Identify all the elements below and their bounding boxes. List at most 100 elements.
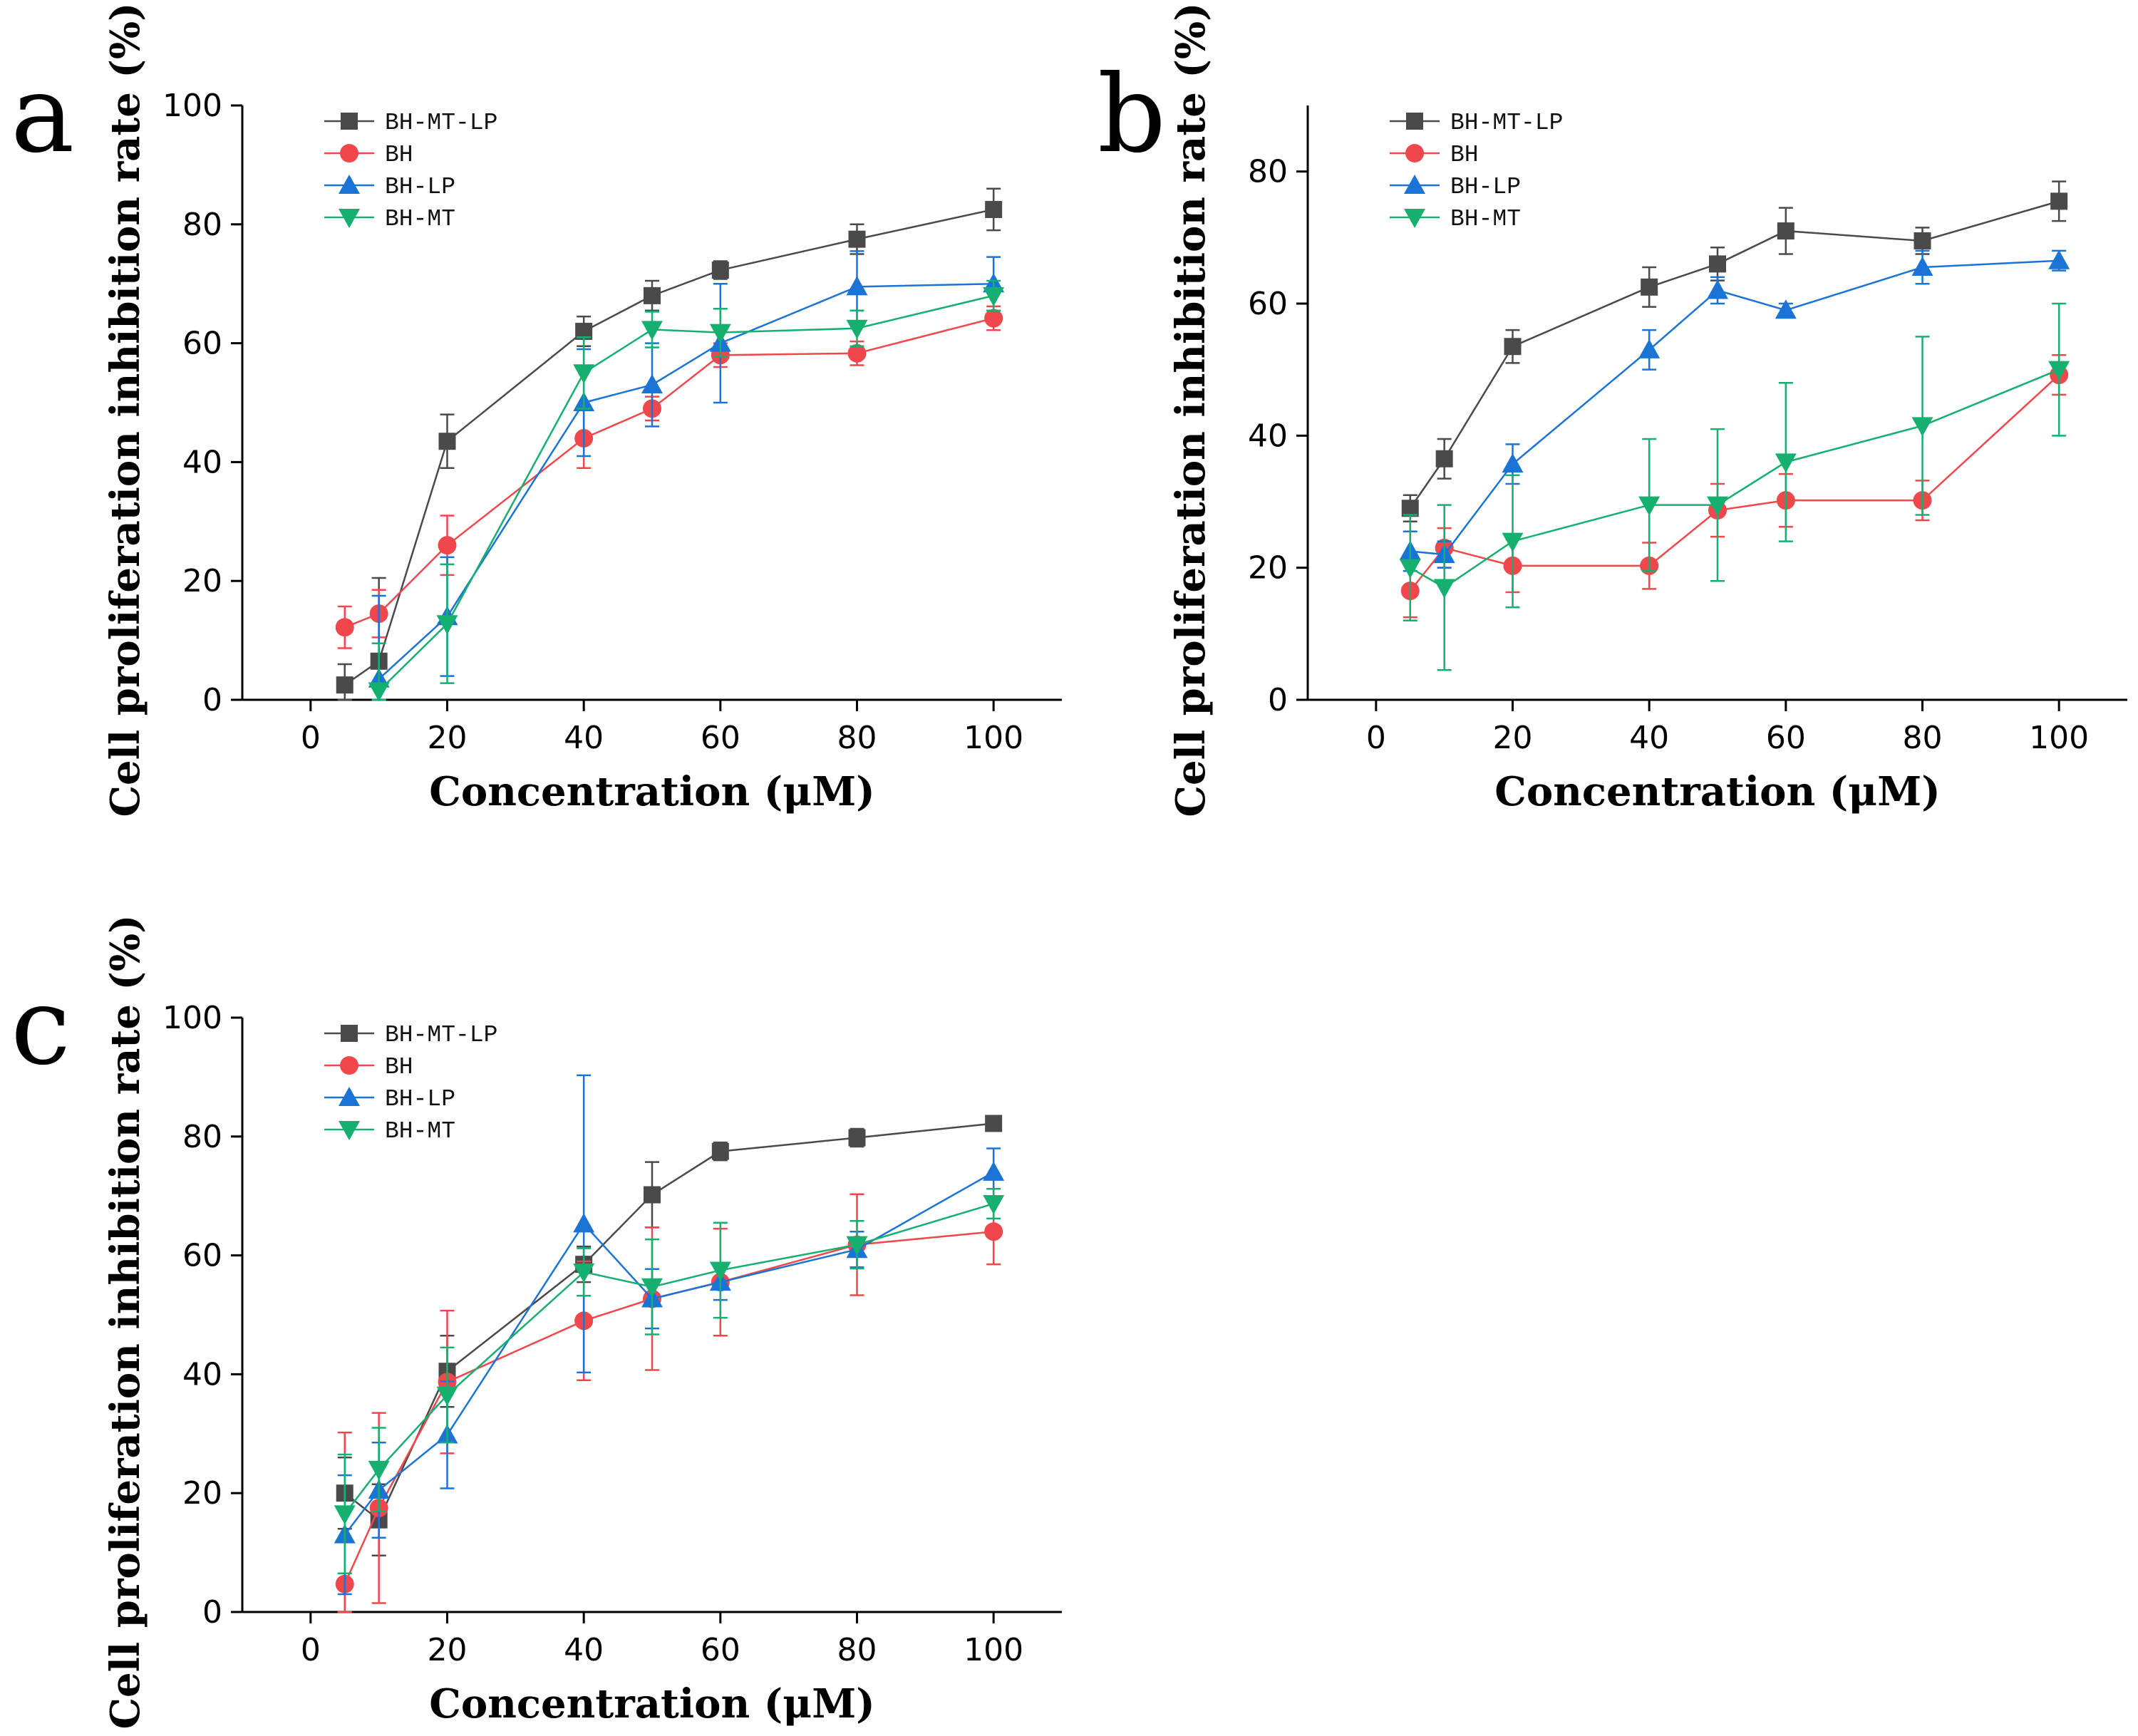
- data-point: [1775, 453, 1797, 473]
- data-point: [573, 1213, 595, 1233]
- data-point: [985, 1115, 1003, 1132]
- x-tick-label: 60: [1766, 720, 1806, 756]
- x-tick-label: 20: [428, 1632, 468, 1668]
- data-point: [711, 262, 729, 279]
- x-tick-label: 60: [701, 720, 740, 756]
- data-point: [1435, 450, 1453, 467]
- data-point: [1777, 222, 1794, 240]
- y-axis-title: Cell proliferation inhibition rate (%): [102, 2, 149, 817]
- data-point: [1911, 257, 1933, 277]
- data-point: [1433, 579, 1455, 599]
- legend-label: BH-MT-LP: [385, 110, 497, 136]
- data-point: [1914, 232, 1931, 249]
- data-point: [983, 1195, 1005, 1215]
- data-point: [846, 1236, 868, 1256]
- x-axis-title: Concentration (μM): [429, 768, 874, 815]
- series-line: [344, 1202, 994, 1515]
- x-tick-label: 0: [301, 1632, 321, 1668]
- legend-marker: [341, 113, 358, 130]
- panel-c: c 0 20 40 60 80 100 0 20 40 60 80 100 Concentration (…: [11, 914, 1062, 1730]
- data-point: [368, 682, 390, 702]
- series-line: [1410, 368, 2060, 589]
- legend-label: BH-MT-LP: [385, 1022, 497, 1048]
- series-bh-lp: [1399, 249, 2070, 572]
- x-tick-label: 80: [837, 1632, 877, 1668]
- data-point: [1504, 338, 1522, 356]
- legend-label: BH-LP: [385, 1086, 455, 1112]
- legend-marker: [339, 1121, 360, 1140]
- legend-label: BH: [1450, 142, 1479, 168]
- y-tick-label: 20: [182, 1475, 222, 1512]
- legend-marker: [339, 1087, 360, 1106]
- legend-marker: [340, 144, 358, 162]
- y-tick-label: 60: [182, 326, 222, 362]
- y-tick-label: 80: [182, 207, 222, 243]
- series-line: [378, 294, 994, 692]
- x-tick-label: 20: [1493, 720, 1533, 756]
- y-tick-label: 80: [1248, 154, 1288, 190]
- legend-marker: [1405, 144, 1424, 162]
- data-point: [1707, 279, 1728, 299]
- series-line: [344, 1230, 994, 1585]
- series-bh-mt-lp: [336, 1115, 1003, 1557]
- data-point: [848, 230, 866, 248]
- legend-label: BH-MT: [385, 1118, 455, 1145]
- series-line: [1409, 374, 2060, 591]
- data-point: [846, 276, 868, 296]
- legend-label: BH-LP: [1450, 174, 1521, 200]
- series-line: [344, 317, 994, 629]
- data-point: [1638, 339, 1661, 358]
- data-point: [983, 1161, 1005, 1181]
- series-bh-mt-lp: [1401, 180, 2068, 523]
- x-tick-label: 100: [2029, 720, 2089, 756]
- y-tick-label: 40: [1248, 418, 1288, 454]
- legend-marker: [339, 175, 360, 194]
- data-point: [436, 615, 458, 635]
- legend-label: BH-MT: [1450, 206, 1521, 232]
- y-tick-label: 0: [202, 1594, 222, 1631]
- legend: BH-MT-LP BH BH-LP BH-MT: [1390, 110, 1563, 232]
- x-tick-label: 100: [964, 720, 1023, 756]
- data-point: [709, 324, 731, 343]
- x-tick-label: 80: [1903, 720, 1943, 756]
- legend-marker: [1404, 175, 1425, 194]
- data-point: [438, 433, 456, 450]
- x-tick-label: 100: [964, 1632, 1023, 1668]
- x-tick-label: 40: [564, 720, 604, 756]
- legend: BH-MT-LP BH BH-LP BH-MT: [324, 110, 497, 232]
- series-bh-mt: [368, 279, 1005, 702]
- data-point: [846, 319, 868, 339]
- x-tick-label: 80: [837, 720, 877, 756]
- y-tick-label: 0: [202, 682, 222, 718]
- series-line: [378, 282, 994, 680]
- y-tick-label: 20: [182, 563, 222, 599]
- y-tick-label: 60: [182, 1238, 222, 1274]
- y-axis-title: Cell proliferation inhibition rate (%): [102, 914, 149, 1729]
- data-point: [1707, 496, 1728, 516]
- data-point: [573, 364, 595, 384]
- data-point: [438, 536, 457, 555]
- legend-marker: [340, 1056, 358, 1075]
- x-axis-title: Concentration (μM): [1494, 768, 1940, 815]
- data-point: [644, 1186, 661, 1204]
- legend-label: BH-MT-LP: [1450, 110, 1563, 136]
- legend-marker: [1406, 113, 1423, 130]
- y-tick-label: 100: [162, 88, 222, 124]
- data-point: [1638, 496, 1661, 516]
- data-point: [984, 1222, 1003, 1241]
- series-bh: [1400, 354, 2069, 619]
- data-point: [1775, 299, 1797, 319]
- panel-letter: c: [11, 965, 71, 1089]
- legend-marker: [339, 209, 360, 228]
- series-bh-lp: [368, 250, 1005, 701]
- legend-label: BH-LP: [385, 174, 455, 200]
- data-point: [711, 1142, 729, 1160]
- series-bh: [335, 1193, 1003, 1613]
- legend-marker: [341, 1025, 358, 1042]
- data-point: [1911, 417, 1933, 437]
- data-point: [985, 200, 1003, 218]
- legend-label: BH-MT: [385, 206, 455, 232]
- series-bh-mt: [1399, 302, 2070, 671]
- data-point: [1709, 255, 1726, 273]
- series-bh-mt: [334, 1187, 1005, 1575]
